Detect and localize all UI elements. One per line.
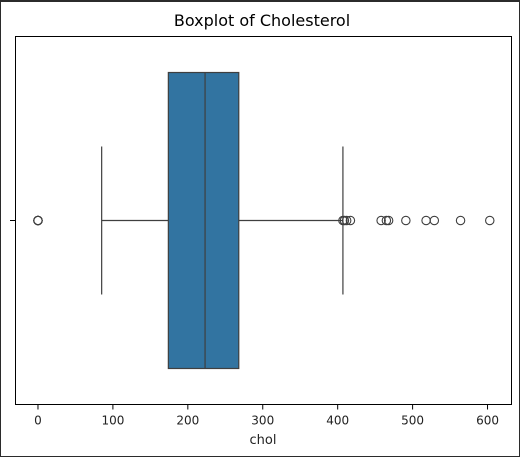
x-tick-label: 0 xyxy=(34,414,42,428)
x-tick-label: 100 xyxy=(101,414,124,428)
x-tick-label: 400 xyxy=(326,414,349,428)
x-tick-label: 500 xyxy=(401,414,424,428)
outlier-point xyxy=(486,216,494,224)
outlier-point xyxy=(422,216,430,224)
x-tick-label: 600 xyxy=(476,414,499,428)
outlier-point xyxy=(402,216,410,224)
outlier-point xyxy=(456,216,464,224)
x-tick-label: 300 xyxy=(251,414,274,428)
outlier-point xyxy=(430,216,438,224)
box-element xyxy=(102,73,343,369)
interquartile-box xyxy=(168,73,238,369)
x-axis-ticks: 0 100 200 300 400 500 600 xyxy=(34,405,499,428)
x-tick-label: 200 xyxy=(176,414,199,428)
chart-title: Boxplot of Cholesterol xyxy=(174,11,350,30)
outlier-point xyxy=(34,216,42,224)
x-axis-label: chol xyxy=(250,433,277,448)
